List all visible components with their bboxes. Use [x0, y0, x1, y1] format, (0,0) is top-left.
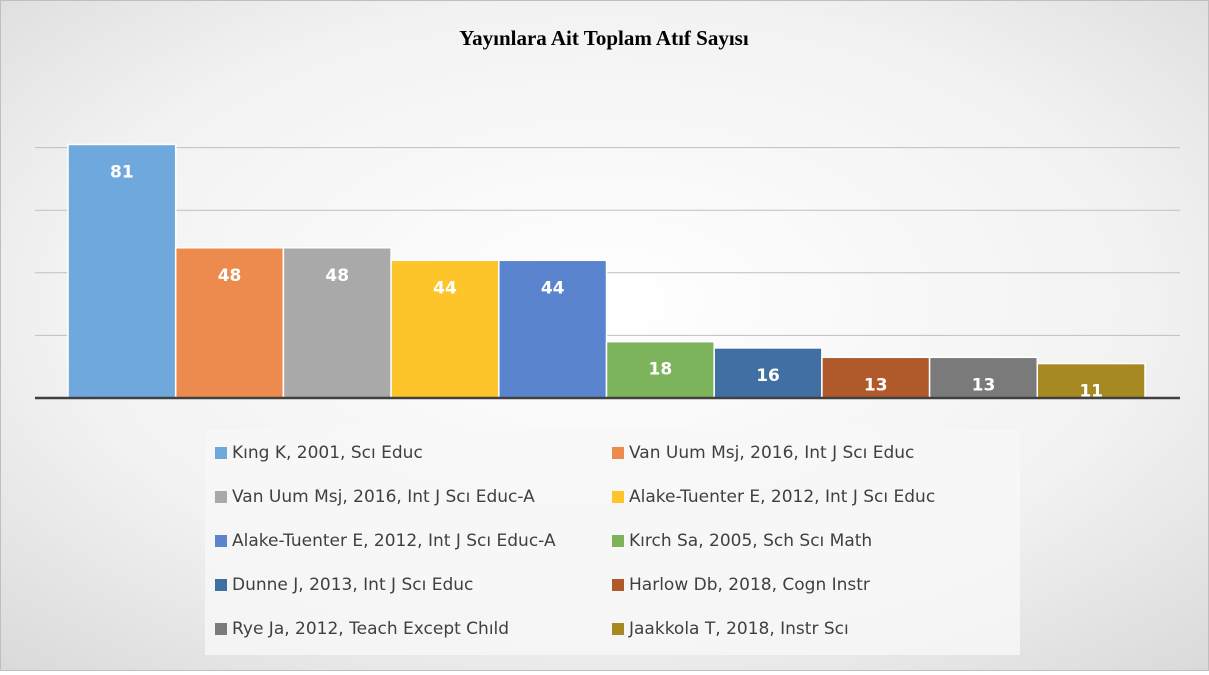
legend-swatch [612, 579, 624, 591]
bar [605, 340, 715, 399]
data-label: 13 [864, 375, 888, 395]
bar [174, 247, 285, 399]
data-label: 11 [1079, 382, 1103, 402]
data-label: 48 [218, 266, 242, 286]
legend-label: Alake-Tuenter E, 2012, Int J Scı Educ-A [232, 531, 556, 551]
data-label: 16 [756, 366, 780, 386]
legend-label: Dunne J, 2013, Int J Scı Educ [232, 575, 473, 595]
data-label: 44 [433, 278, 457, 298]
legend-swatch [215, 579, 227, 591]
legend-swatch [215, 447, 227, 459]
legend-label: Kıng K, 2001, Scı Educ [232, 443, 423, 463]
legend-swatch [215, 623, 227, 635]
legend-swatch [612, 535, 624, 547]
legend-label: Alake-Tuenter E, 2012, Int J Scı Educ [629, 487, 935, 507]
legend-label: Van Uum Msj, 2016, Int J Scı Educ-A [232, 487, 535, 507]
bar [67, 143, 177, 399]
legend-label: Kırch Sa, 2005, Sch Scı Math [629, 531, 872, 551]
bar [1036, 362, 1146, 399]
data-label: 44 [541, 278, 565, 298]
data-label: 18 [649, 360, 673, 380]
legend-label: Harlow Db, 2018, Cogn Instr [629, 575, 870, 595]
legend-swatch [612, 491, 624, 503]
legend-label: Van Uum Msj, 2016, Int J Scı Educ [629, 443, 914, 463]
legend-label: Jaakkola T, 2018, Instr Scı [628, 619, 849, 639]
legend-label: Rye Ja, 2012, Teach Except Chıld [232, 619, 509, 639]
bar [713, 347, 823, 399]
data-label: 48 [325, 266, 349, 286]
data-label: 13 [972, 375, 996, 395]
bar [821, 356, 931, 399]
legend-swatch [612, 447, 624, 459]
legend-swatch [215, 491, 227, 503]
data-label: 81 [110, 162, 134, 182]
legend-swatch [612, 623, 624, 635]
chart-title: Yayınlara Ait Toplam Atıf Sayısı [459, 26, 749, 50]
legend-swatch [215, 535, 227, 547]
bar [498, 259, 608, 399]
